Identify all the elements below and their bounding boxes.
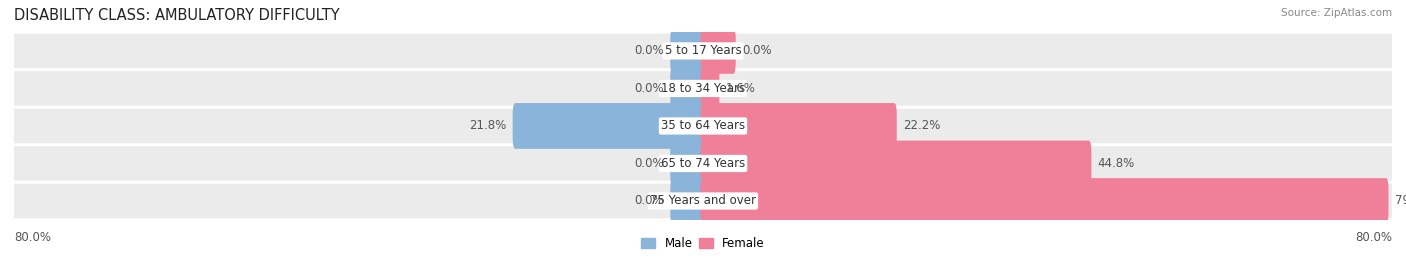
Text: 0.0%: 0.0% [634,44,664,57]
FancyBboxPatch shape [14,109,1392,143]
Text: 79.3%: 79.3% [1395,195,1406,207]
FancyBboxPatch shape [513,103,706,149]
FancyBboxPatch shape [700,66,720,111]
FancyBboxPatch shape [671,178,706,224]
Text: 1.6%: 1.6% [725,82,755,95]
FancyBboxPatch shape [700,141,1091,186]
Text: 21.8%: 21.8% [470,120,506,132]
Text: 35 to 64 Years: 35 to 64 Years [661,120,745,132]
Text: 80.0%: 80.0% [1355,231,1392,244]
Text: 80.0%: 80.0% [14,231,51,244]
Text: DISABILITY CLASS: AMBULATORY DIFFICULTY: DISABILITY CLASS: AMBULATORY DIFFICULTY [14,8,340,23]
Text: 0.0%: 0.0% [634,82,664,95]
FancyBboxPatch shape [671,141,706,186]
FancyBboxPatch shape [671,66,706,111]
Text: 5 to 17 Years: 5 to 17 Years [665,44,741,57]
FancyBboxPatch shape [700,28,735,74]
Text: 0.0%: 0.0% [742,44,772,57]
FancyBboxPatch shape [14,184,1392,218]
FancyBboxPatch shape [671,28,706,74]
FancyBboxPatch shape [14,34,1392,68]
FancyBboxPatch shape [14,71,1392,106]
FancyBboxPatch shape [700,178,1389,224]
Text: 22.2%: 22.2% [903,120,941,132]
FancyBboxPatch shape [700,103,897,149]
Text: 65 to 74 Years: 65 to 74 Years [661,157,745,170]
Text: 0.0%: 0.0% [634,195,664,207]
Text: 44.8%: 44.8% [1098,157,1135,170]
Text: 75 Years and over: 75 Years and over [650,195,756,207]
Legend: Male, Female: Male, Female [637,233,769,255]
FancyBboxPatch shape [14,146,1392,181]
Text: Source: ZipAtlas.com: Source: ZipAtlas.com [1281,8,1392,18]
Text: 0.0%: 0.0% [634,157,664,170]
Text: 18 to 34 Years: 18 to 34 Years [661,82,745,95]
